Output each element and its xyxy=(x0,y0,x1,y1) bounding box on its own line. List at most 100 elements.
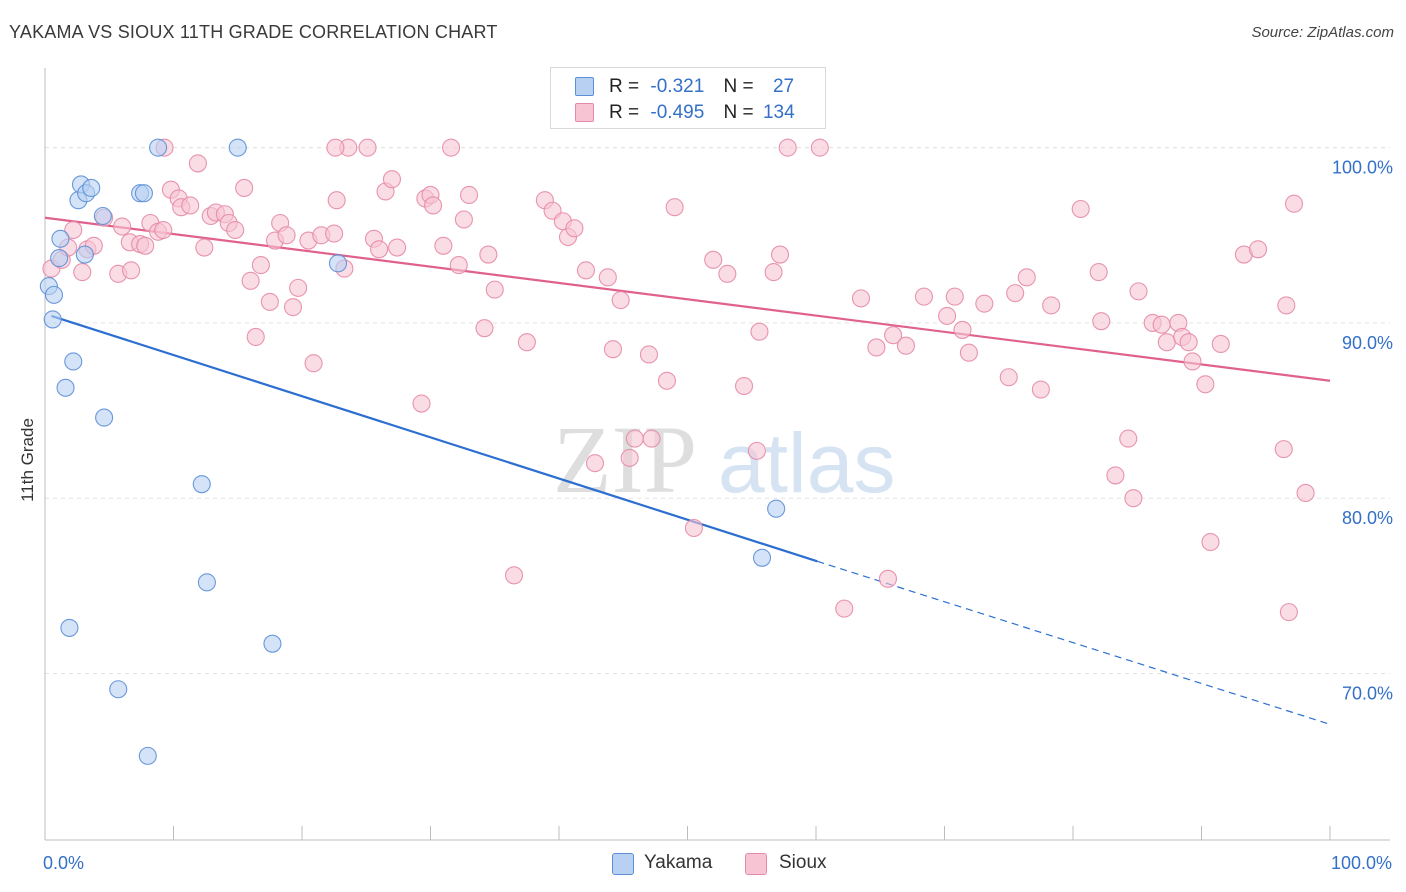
sioux-point xyxy=(442,138,461,157)
x-tick-label: 100.0% xyxy=(1331,853,1392,873)
sioux-point xyxy=(113,217,132,236)
yakama-point xyxy=(51,229,70,248)
sioux-point xyxy=(388,238,407,257)
sioux-point xyxy=(64,220,83,240)
sioux-point xyxy=(188,154,207,173)
sioux-legend-swatch xyxy=(745,853,767,875)
sioux-point xyxy=(181,196,200,215)
yakama-point xyxy=(75,245,94,264)
yakama-point xyxy=(50,249,69,268)
sioux-point xyxy=(684,518,703,538)
sioux-point xyxy=(1279,603,1298,622)
axes xyxy=(44,68,1390,841)
yakama-trend-line xyxy=(51,314,818,563)
yakama-point xyxy=(95,408,114,427)
sioux-point xyxy=(1196,375,1215,394)
sioux-point xyxy=(704,250,723,269)
sioux-point xyxy=(1089,263,1108,282)
sioux-n-value: 134 xyxy=(762,102,795,123)
yakama-n-value: 27 xyxy=(772,76,795,97)
sioux-point xyxy=(778,138,797,157)
sioux-point xyxy=(1274,440,1293,459)
sioux-point xyxy=(953,320,972,339)
yakama-swatch xyxy=(575,77,594,96)
sioux-point xyxy=(565,219,584,238)
sioux-point xyxy=(810,138,829,157)
sioux-point xyxy=(1248,240,1268,259)
sioux-point xyxy=(770,245,790,264)
sioux-point xyxy=(449,256,468,275)
sioux-point xyxy=(412,394,431,413)
sioux-r-value: -0.495 xyxy=(650,102,705,123)
sioux-point xyxy=(896,336,916,355)
sioux-point xyxy=(370,240,389,259)
axis-labels: 100.0% 90.0% 80.0% 70.0% 0.0% 100.0% xyxy=(43,158,1393,873)
legend-text-yakama: R = -0.321 N = 27 xyxy=(609,76,794,98)
sioux-point xyxy=(1284,194,1304,213)
sioux-point xyxy=(945,287,964,306)
sioux-point xyxy=(325,224,344,243)
sioux-point xyxy=(1031,380,1050,399)
yakama-point xyxy=(82,178,101,198)
sioux-point xyxy=(851,289,871,308)
sioux-point xyxy=(327,191,346,210)
sioux-point xyxy=(576,261,596,280)
sioux-point xyxy=(326,138,345,157)
sioux-point xyxy=(154,220,173,240)
data-points xyxy=(39,138,1315,765)
sioux-point xyxy=(1157,333,1176,352)
legend-text-sioux: R = -0.495 N = 134 xyxy=(609,102,795,124)
sioux-point xyxy=(260,292,279,311)
yakama-point xyxy=(56,378,75,397)
sioux-point xyxy=(517,333,536,352)
yakama-trend-extension xyxy=(817,560,1331,725)
sioux-point xyxy=(750,322,769,341)
stats-legend: R = -0.321 N = 27 R = -0.495 N = 134 xyxy=(550,67,826,129)
y-tick-label: 70.0% xyxy=(1342,683,1393,703)
yakama-point xyxy=(192,475,211,494)
yakama-point xyxy=(44,285,64,304)
sioux-point xyxy=(485,280,504,299)
yakama-point xyxy=(263,634,282,653)
sioux-point xyxy=(1201,532,1220,552)
sioux-point xyxy=(424,196,443,215)
sioux-point xyxy=(246,327,265,346)
sioux-point xyxy=(959,343,978,362)
sioux-point xyxy=(226,220,245,240)
sioux-point xyxy=(718,264,737,283)
sioux-point xyxy=(235,178,254,198)
sioux-point xyxy=(1106,466,1125,485)
sioux-point xyxy=(241,271,260,290)
sioux-point xyxy=(459,185,479,205)
y-tick-label: 90.0% xyxy=(1342,333,1393,353)
sioux-point xyxy=(975,294,994,313)
sioux-point xyxy=(585,454,605,473)
yakama-point xyxy=(138,746,157,765)
sioux-point xyxy=(1092,312,1111,331)
sioux-point xyxy=(1183,352,1202,371)
yakama-point xyxy=(43,310,62,329)
sioux-point xyxy=(611,291,630,310)
sioux-point xyxy=(639,345,659,364)
yakama-point xyxy=(197,573,216,592)
sioux-point xyxy=(1017,268,1036,287)
r-label: R = xyxy=(609,102,640,123)
sioux-point xyxy=(251,256,270,275)
sioux-point xyxy=(1071,199,1090,219)
sioux-point xyxy=(1119,429,1138,448)
yakama-point xyxy=(60,618,79,637)
sioux-trend-line xyxy=(44,216,1331,382)
watermark: ZIP atlas xyxy=(553,406,895,513)
sioux-point xyxy=(642,429,661,448)
sioux-point xyxy=(747,441,766,460)
sioux-point xyxy=(835,599,854,618)
sioux-point xyxy=(878,569,898,588)
yakama-legend-swatch xyxy=(612,853,634,875)
sioux-point xyxy=(304,354,323,373)
yakama-point xyxy=(767,499,786,518)
sioux-point xyxy=(1006,284,1025,303)
sioux-point xyxy=(1129,282,1148,301)
yakama-point xyxy=(109,680,128,699)
sioux-point xyxy=(1296,483,1315,502)
grid-lines xyxy=(45,147,1390,674)
